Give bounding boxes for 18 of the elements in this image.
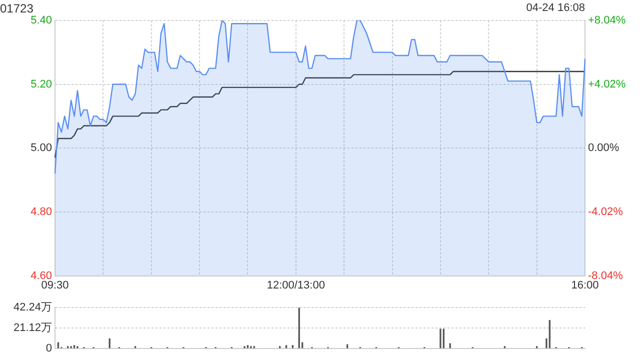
x-tick-label: 16:00 <box>571 279 599 292</box>
y-tick-label: 4.80 <box>30 206 52 218</box>
y2-tick-label: -4.02% <box>588 206 624 218</box>
y-tick-label: 4.60 <box>30 270 52 282</box>
y2-tick-label: +4.02% <box>588 78 626 90</box>
text: 04-24 16:08 <box>526 2 585 14</box>
y-tick-label: 42.24万 <box>13 302 52 314</box>
y2-tick-label: -8.04% <box>588 270 624 282</box>
y-tick-label: 5.40 <box>30 14 52 26</box>
x-tick-label: 09:30 <box>41 279 69 292</box>
y2-tick-label: 0.00% <box>588 142 620 154</box>
y2-tick-label: +8.04% <box>588 14 626 26</box>
chart-title: 01723 <box>0 2 34 16</box>
y-tick-label: 0 <box>46 342 52 354</box>
x-tick-label: 12:00/13:00 <box>266 279 325 292</box>
y-tick-label: 5.00 <box>30 142 52 154</box>
y-tick-label: 5.20 <box>30 78 52 90</box>
y-tick-label: 21.12万 <box>13 322 52 334</box>
